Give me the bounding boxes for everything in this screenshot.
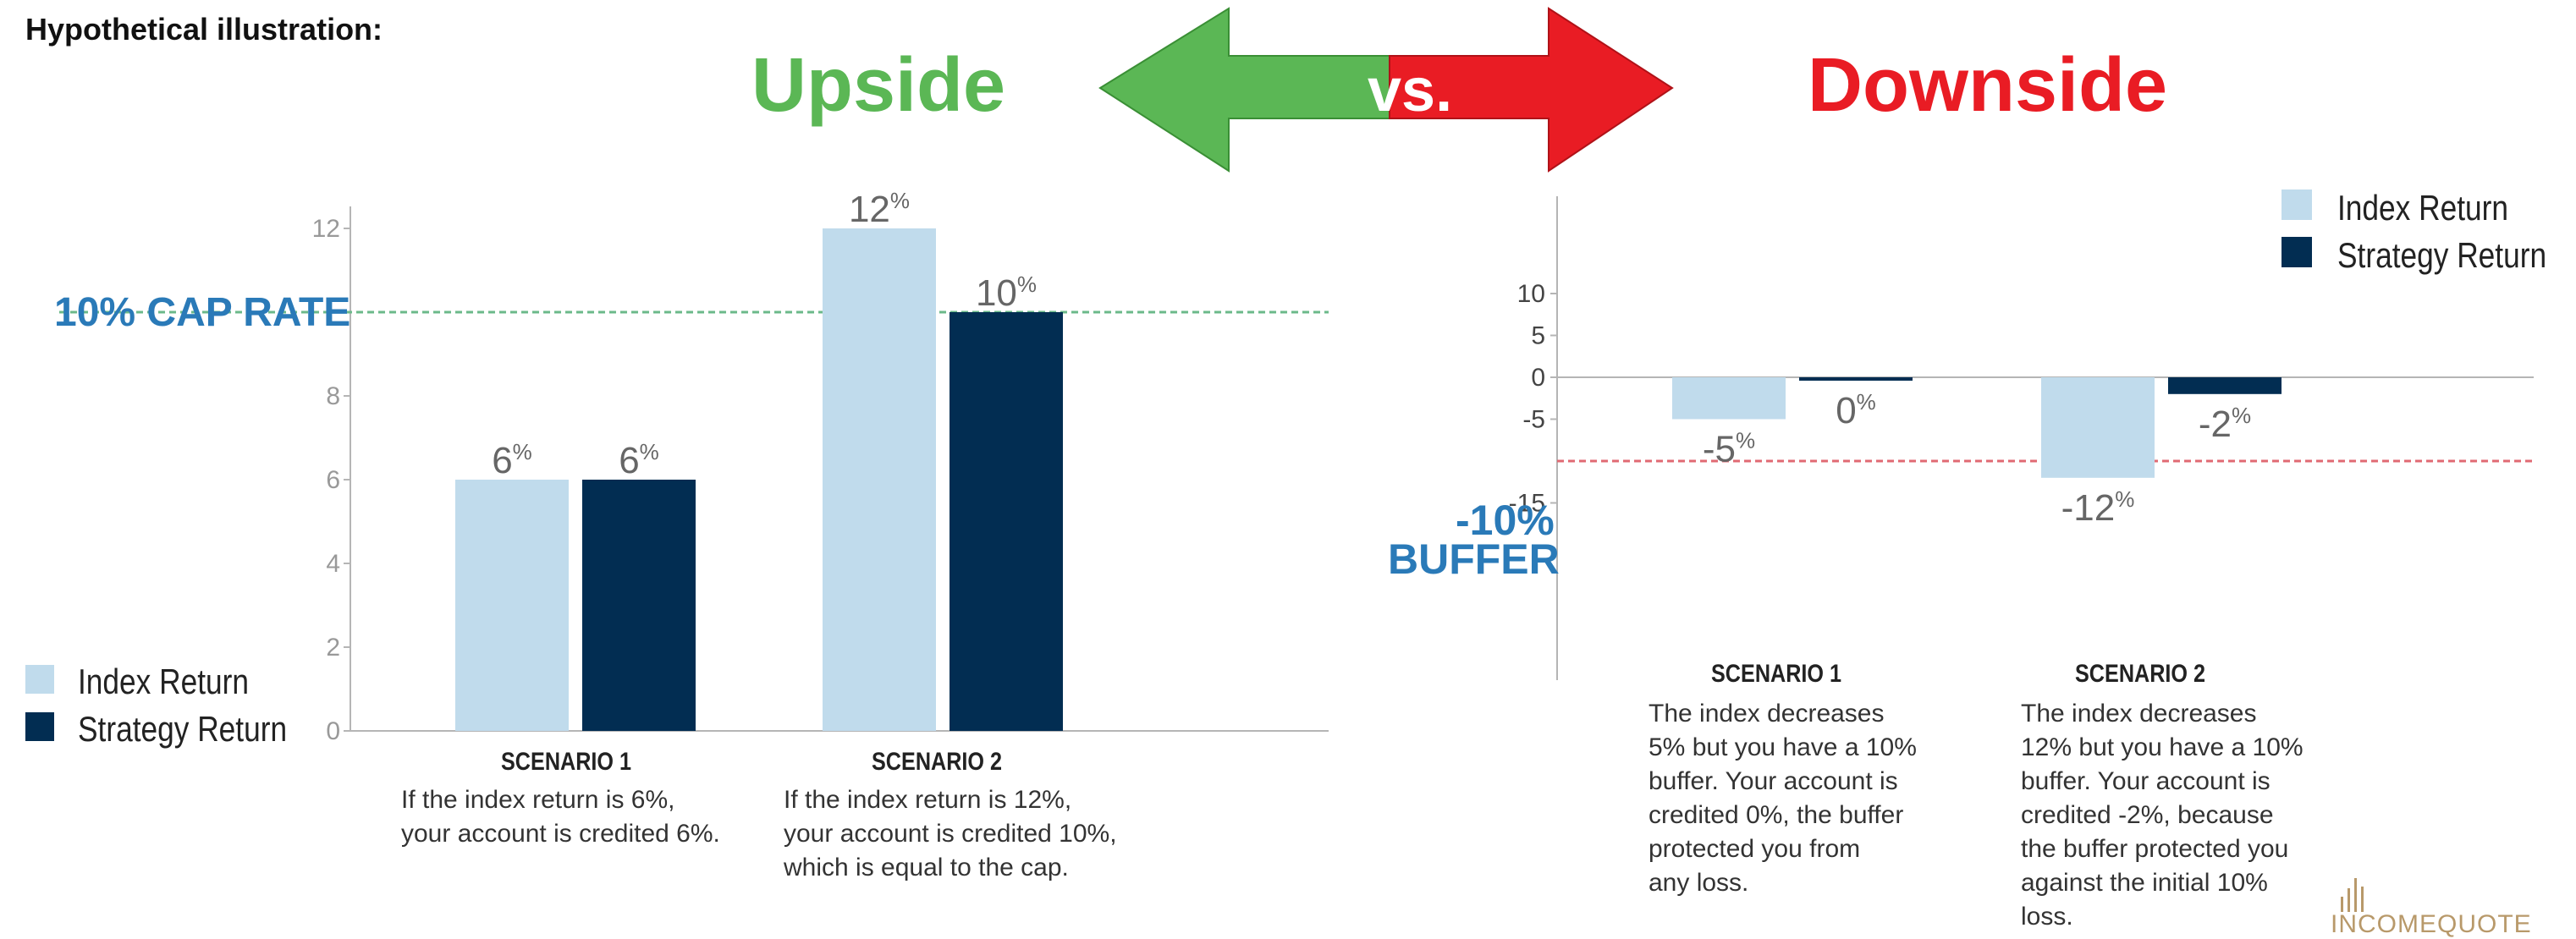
right-y-tick-label: 10 xyxy=(1517,280,1545,308)
left-scenario-1-title: SCENARIO 1 xyxy=(501,748,632,776)
left-legend-strategy-swatch xyxy=(25,712,54,741)
left-y-tick-label: 0 xyxy=(326,717,340,745)
left-y-tick-label: 8 xyxy=(326,382,340,410)
left-value-label-strategy-scenario-2: 10% xyxy=(976,272,1037,314)
logo-bar xyxy=(2348,888,2350,912)
buffer-percent-label: -10% xyxy=(1456,497,1555,544)
left-arrow-green xyxy=(1098,7,1390,173)
logo-prefix: I xyxy=(2331,910,2339,938)
left-bar-strategy-scenario-1 xyxy=(582,480,696,731)
right-y-tick-label: -5 xyxy=(1522,406,1545,434)
right-y-tick-label: 5 xyxy=(1531,322,1545,350)
downside-title: Downside xyxy=(1808,43,2168,128)
left-bar-index-scenario-1 xyxy=(455,480,569,731)
right-arrow-red xyxy=(1389,7,1674,173)
right-value-label-strategy-scenario-2: -2% xyxy=(2199,403,2251,445)
left-legend-strategy-label: Strategy Return xyxy=(78,709,288,749)
right-scenario-2-title: SCENARIO 2 xyxy=(2075,660,2206,688)
vs-label: vs. xyxy=(1368,57,1453,124)
right-scenario-1-title: SCENARIO 1 xyxy=(1711,660,1842,688)
vs-arrow xyxy=(1098,7,1674,173)
buffer-label: BUFFER xyxy=(1388,535,1560,583)
cap-rate-label: 10% CAP RATE xyxy=(54,290,351,335)
left-scenario-2-description: If the index return is 12%, your account… xyxy=(784,786,1117,881)
upside-title: Upside xyxy=(751,43,1006,128)
right-scenario-2-description: The index decreases 12% but you have a 1… xyxy=(2021,700,2304,931)
left-value-label-index-scenario-2: 12% xyxy=(849,188,910,230)
left-bar-strategy-scenario-2 xyxy=(949,312,1063,731)
right-value-label-index-scenario-1: -5% xyxy=(1703,428,1755,470)
right-legend-index-swatch xyxy=(2282,189,2312,220)
right-legend-strategy-label: Strategy Return xyxy=(2337,235,2547,275)
left-chart: 0 2 4 6 8 12 6% 12% 6% 10% xyxy=(25,188,1329,745)
left-y-tick-label: 6 xyxy=(326,466,340,494)
left-bar-index-scenario-2 xyxy=(823,228,936,731)
right-y-tick-label: 0 xyxy=(1531,364,1545,392)
left-y-tick-label: 4 xyxy=(326,550,340,578)
left-legend-index-swatch xyxy=(25,665,54,694)
left-value-label-index-scenario-1: 6% xyxy=(492,439,532,481)
incomequote-logo: INCOMEQUOTE xyxy=(2331,910,2532,939)
right-bar-index-scenario-2 xyxy=(2041,377,2155,478)
right-value-label-strategy-scenario-1: 0% xyxy=(1836,389,1876,431)
left-scenario-1-description: If the index return is 6%, your account … xyxy=(401,786,720,848)
left-y-tick-label: 2 xyxy=(326,634,340,662)
logo-bar xyxy=(2354,878,2357,912)
logo-text: NCOMEQUOTE xyxy=(2338,910,2532,938)
hypothetical-heading: Hypothetical illustration: xyxy=(25,12,383,47)
left-y-tick-label: 12 xyxy=(312,215,340,243)
logo-bar xyxy=(2361,887,2364,912)
right-legend-index-label: Index Return xyxy=(2337,188,2509,228)
right-y-tick-label: -15 xyxy=(1509,490,1545,518)
right-legend-strategy-swatch xyxy=(2282,237,2312,267)
right-bar-strategy-scenario-1 xyxy=(1799,377,1913,381)
right-chart: 10 5 0 -5 -15 -5% -12% 0% -2% xyxy=(1509,189,2534,680)
right-bar-index-scenario-1 xyxy=(1672,377,1786,420)
left-legend-index-label: Index Return xyxy=(78,662,250,701)
left-scenario-2-title: SCENARIO 2 xyxy=(872,748,1003,776)
right-scenario-1-description: The index decreases 5% but you have a 10… xyxy=(1649,700,1917,897)
right-bar-strategy-scenario-2 xyxy=(2168,377,2282,394)
right-value-label-index-scenario-2: -12% xyxy=(2061,486,2135,529)
left-value-label-strategy-scenario-1: 6% xyxy=(619,439,659,481)
logo-bar xyxy=(2341,897,2343,912)
